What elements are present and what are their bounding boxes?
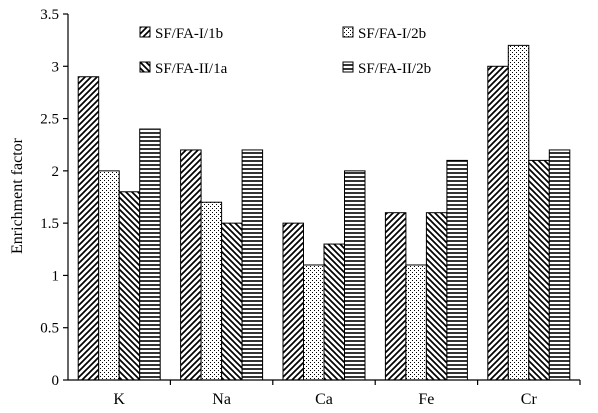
y-tick-label: 2.5 [40,112,59,128]
bar-fe-series-1 [384,212,407,381]
bar-k-series-3 [118,191,141,381]
x-category-label: Cr [521,391,538,408]
x-axis-categories: K Na Ca Fe Cr [113,380,581,408]
x-category-label: Ca [315,391,333,408]
legend-swatch [342,61,354,73]
legend-label: SF/FA-I/2b [358,26,426,42]
bar-ca-series-4 [344,170,366,381]
bar-ca-series-2 [303,264,325,381]
bar-fe-series-4 [446,159,468,381]
y-axis-label: Enrichment factor [9,137,26,254]
bar-cr-series-2 [507,44,530,381]
bar-fe-series-2 [405,264,427,381]
y-axis-ticks: 0 0.5 1 1.5 2 2.5 3 3.5 [40,7,68,389]
legend: SF/FA-I/1b SF/FA-I/2b SF/FA-II/1a SF/FA-II/… [139,26,431,77]
bar-k-series-4 [139,128,161,381]
bar-k-series-2 [98,170,120,381]
bar-k-series-1 [77,76,100,381]
bar-ca-series-3 [323,243,345,381]
x-category-label: K [113,391,125,408]
bar-na-series-1 [180,149,202,381]
legend-label: SF/FA-II/2b [358,61,431,77]
legend-swatch [139,26,151,38]
y-tick-label: 0.5 [40,321,59,337]
bar-cr-series-4 [548,149,571,381]
y-tick-label: 2 [52,164,60,180]
bar-na-series-2 [200,201,223,381]
y-tick-label: 1 [52,268,60,284]
bar-cr-series-1 [487,65,509,381]
legend-label: SF/FA-I/1b [155,26,223,42]
bar-cr-series-3 [528,159,550,381]
bar-na-series-3 [221,222,243,381]
bar-na-series-4 [241,149,264,381]
legend-swatch [139,61,151,73]
legend-swatch [342,26,354,38]
bar-fe-series-3 [425,212,448,381]
y-tick-label: 1.5 [40,216,59,232]
y-tick-label: 3.5 [40,7,59,23]
bar-ca-series-1 [282,222,304,381]
x-category-label: Na [212,391,231,408]
bars [77,44,571,381]
y-tick-label: 3 [52,59,60,75]
x-category-label: Fe [418,391,434,408]
y-tick-label: 0 [52,373,60,389]
legend-label: SF/FA-II/1a [155,61,228,77]
